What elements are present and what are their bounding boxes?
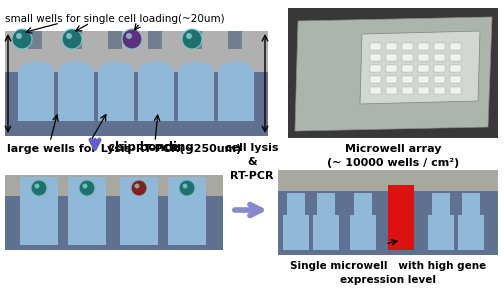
Circle shape bbox=[66, 33, 72, 39]
Bar bbox=[386, 76, 397, 83]
Bar bbox=[434, 87, 445, 94]
Bar bbox=[418, 87, 429, 94]
Bar bbox=[386, 65, 397, 72]
Bar bbox=[418, 54, 429, 61]
Text: cell lysis
&
RT-PCR: cell lysis & RT-PCR bbox=[225, 143, 279, 181]
Circle shape bbox=[62, 29, 82, 49]
Bar bbox=[458, 215, 484, 250]
Text: large wells for Lysis-RT-PCR(~250um): large wells for Lysis-RT-PCR(~250um) bbox=[7, 144, 241, 154]
Bar bbox=[68, 177, 106, 245]
Bar bbox=[450, 43, 461, 50]
Bar bbox=[428, 215, 454, 250]
Ellipse shape bbox=[58, 61, 94, 83]
Bar bbox=[58, 72, 94, 121]
Bar bbox=[278, 170, 498, 191]
Bar bbox=[288, 8, 498, 138]
Circle shape bbox=[31, 180, 47, 196]
Bar bbox=[370, 43, 381, 50]
Bar bbox=[120, 177, 158, 245]
Bar bbox=[434, 65, 445, 72]
Ellipse shape bbox=[18, 61, 54, 83]
Bar bbox=[402, 87, 413, 94]
Bar bbox=[5, 31, 268, 72]
Bar bbox=[402, 65, 413, 72]
Bar bbox=[434, 43, 445, 50]
Bar bbox=[370, 76, 381, 83]
Bar bbox=[218, 72, 254, 121]
Circle shape bbox=[16, 33, 22, 39]
Bar bbox=[402, 43, 413, 50]
Bar bbox=[432, 193, 450, 215]
Circle shape bbox=[79, 180, 95, 196]
Bar bbox=[418, 65, 429, 72]
Bar bbox=[450, 76, 461, 83]
Bar bbox=[388, 185, 414, 250]
Text: Single microwell   with high gene
expression level: Single microwell with high gene expressi… bbox=[290, 261, 486, 285]
Bar bbox=[178, 72, 214, 121]
Ellipse shape bbox=[98, 61, 134, 83]
Bar bbox=[370, 87, 381, 94]
Bar bbox=[313, 215, 339, 250]
Bar bbox=[188, 31, 202, 49]
Circle shape bbox=[131, 180, 147, 196]
Bar bbox=[98, 72, 134, 121]
Circle shape bbox=[186, 33, 192, 39]
Bar bbox=[168, 177, 206, 245]
Ellipse shape bbox=[178, 61, 214, 83]
Circle shape bbox=[182, 29, 202, 49]
Bar bbox=[287, 193, 305, 215]
Text: chip bonding: chip bonding bbox=[108, 141, 194, 153]
Bar bbox=[386, 87, 397, 94]
Bar bbox=[370, 65, 381, 72]
Bar bbox=[450, 54, 461, 61]
Bar bbox=[28, 31, 42, 49]
Circle shape bbox=[182, 184, 187, 188]
Bar bbox=[386, 43, 397, 50]
Bar bbox=[148, 31, 162, 49]
Bar bbox=[386, 54, 397, 61]
Bar bbox=[434, 76, 445, 83]
Bar bbox=[5, 196, 223, 250]
Bar bbox=[434, 54, 445, 61]
Bar bbox=[317, 193, 335, 215]
Bar bbox=[450, 65, 461, 72]
Polygon shape bbox=[360, 31, 480, 104]
Bar bbox=[20, 177, 58, 245]
Ellipse shape bbox=[218, 61, 254, 83]
Text: small wells for single cell loading(~20um): small wells for single cell loading(~20u… bbox=[5, 14, 225, 24]
Bar bbox=[68, 31, 82, 49]
Ellipse shape bbox=[138, 61, 174, 83]
Bar bbox=[418, 76, 429, 83]
Bar bbox=[5, 72, 268, 136]
Bar bbox=[278, 191, 498, 255]
Bar bbox=[5, 175, 223, 196]
Text: Microwell array
(~ 10000 wells / cm²): Microwell array (~ 10000 wells / cm²) bbox=[327, 144, 459, 168]
Bar bbox=[228, 31, 242, 49]
Bar bbox=[418, 43, 429, 50]
Bar bbox=[370, 54, 381, 61]
Circle shape bbox=[135, 184, 140, 188]
Bar bbox=[108, 31, 122, 49]
Bar bbox=[350, 215, 376, 250]
Circle shape bbox=[126, 33, 132, 39]
Bar bbox=[402, 54, 413, 61]
Bar bbox=[402, 76, 413, 83]
Polygon shape bbox=[295, 17, 492, 131]
Circle shape bbox=[179, 180, 195, 196]
Circle shape bbox=[35, 184, 39, 188]
Bar bbox=[138, 72, 174, 121]
Bar bbox=[18, 72, 54, 121]
Bar bbox=[462, 193, 480, 215]
Circle shape bbox=[83, 184, 87, 188]
Bar bbox=[283, 215, 309, 250]
Circle shape bbox=[12, 29, 32, 49]
Bar bbox=[450, 87, 461, 94]
Bar bbox=[354, 193, 372, 215]
Circle shape bbox=[122, 29, 142, 49]
